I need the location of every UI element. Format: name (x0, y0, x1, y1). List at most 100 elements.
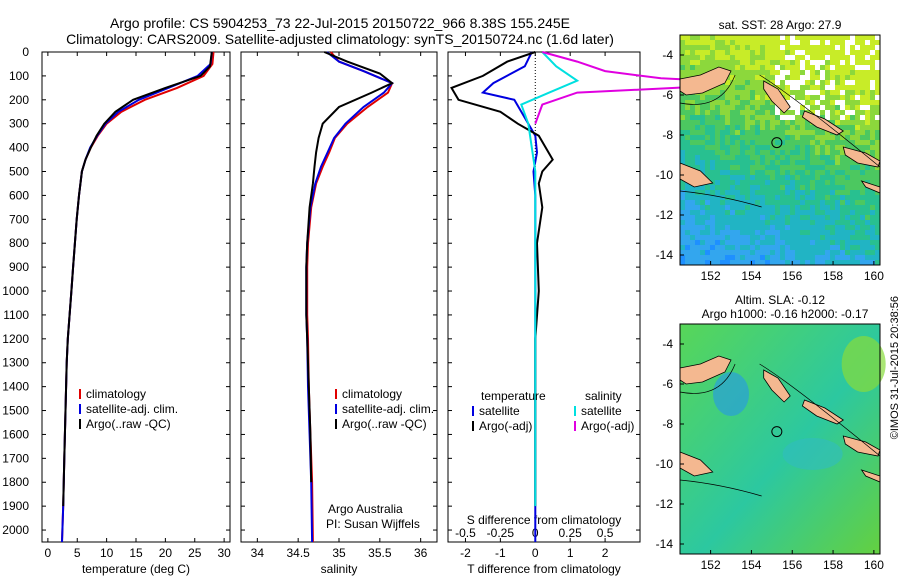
sst-cell (745, 160, 751, 166)
sst-cell (700, 55, 706, 61)
sst-cell (825, 215, 831, 221)
sst-cell (685, 185, 691, 191)
sst-cell (715, 255, 721, 261)
sst-cell (830, 45, 836, 51)
sst-cell (695, 140, 701, 146)
sst-cell (815, 235, 821, 241)
sst-cell (755, 165, 761, 171)
sst-cell (770, 225, 776, 231)
sst-cell (770, 55, 776, 61)
sst-cell (875, 125, 881, 131)
sst-cell (760, 145, 766, 151)
sst-cell (725, 140, 731, 146)
sst-cell (690, 225, 696, 231)
s-tick-label: 0.25 (559, 526, 583, 540)
sst-cell (835, 105, 841, 111)
sst-cell (695, 220, 701, 226)
sst-cell (750, 170, 756, 176)
sst-cell (800, 140, 806, 146)
sst-cell (780, 85, 786, 91)
sst-cell (825, 220, 831, 226)
sst-cell (785, 260, 791, 266)
sst-cell (710, 140, 716, 146)
sst-cell (725, 90, 731, 96)
sst-cell (815, 40, 821, 46)
sst-cell (875, 115, 881, 121)
sst-cell (740, 130, 746, 136)
sst-cell (760, 70, 766, 76)
land-polygon (679, 355, 732, 385)
sst-cell (720, 165, 726, 171)
sst-cell (845, 95, 851, 101)
sst-cell (810, 160, 816, 166)
sst-cell (710, 235, 716, 241)
sst-cell (865, 90, 871, 96)
sst-cell (840, 65, 846, 71)
sst-cell (685, 225, 691, 231)
sst-cell (835, 180, 841, 186)
sst-cell (860, 35, 866, 41)
sst-cell (825, 90, 831, 96)
sst-cell (855, 175, 861, 181)
sst-cell (760, 260, 766, 266)
sst-cell (875, 105, 881, 111)
sst-cell (865, 75, 871, 81)
sst-cell (875, 110, 881, 116)
map-x-tick-label: 158 (823, 558, 843, 572)
sst-cell (745, 215, 751, 221)
sst-cell (850, 125, 856, 131)
sst-cell (690, 240, 696, 246)
sst-cell (770, 175, 776, 181)
sst-cell (680, 190, 686, 196)
sst-cell (855, 50, 861, 56)
sst-cell (750, 80, 756, 86)
sst-cell (740, 90, 746, 96)
sst-cell (765, 135, 771, 141)
sst-cell (790, 240, 796, 246)
sst-cell (835, 200, 841, 206)
sst-cell (715, 130, 721, 136)
sst-cell (725, 210, 731, 216)
sst-cell (735, 250, 741, 256)
sst-cell (725, 45, 731, 51)
sst-cell (720, 55, 726, 61)
sst-cell (725, 65, 731, 71)
sst-cell (850, 245, 856, 251)
sst-cell (815, 190, 821, 196)
contour-line (679, 190, 762, 208)
sst-cell (690, 145, 696, 151)
sst-cell (780, 125, 786, 131)
sst-cell (755, 255, 761, 261)
sst-cell (785, 210, 791, 216)
sst-cell (855, 55, 861, 61)
sst-cell (850, 90, 856, 96)
sst-cell (685, 205, 691, 211)
sst-cell (840, 45, 846, 51)
sst-cell (760, 230, 766, 236)
sst-cell (795, 150, 801, 156)
sst-cell (765, 115, 771, 121)
sst-cell (865, 140, 871, 146)
sst-cell (800, 175, 806, 181)
depth-tick-label: 1600 (2, 427, 29, 441)
sst-cell (720, 160, 726, 166)
sst-cell (740, 95, 746, 101)
sst-cell (770, 50, 776, 56)
sst-cell (850, 190, 856, 196)
sst-cell (720, 40, 726, 46)
sst-cell (715, 60, 721, 66)
sst-cell (730, 150, 736, 156)
sst-cell (730, 235, 736, 241)
sst-cell (745, 95, 751, 101)
sst-cell (690, 65, 696, 71)
sst-cell (715, 105, 721, 111)
sst-cell (870, 80, 876, 86)
sst-cell (820, 235, 826, 241)
sst-cell (760, 100, 766, 106)
sst-cell (735, 260, 741, 266)
sst-cell (680, 55, 686, 61)
sst-cell (710, 220, 716, 226)
sst-cell (870, 115, 876, 121)
sst-cell (785, 35, 791, 41)
sst-cell (800, 80, 806, 86)
